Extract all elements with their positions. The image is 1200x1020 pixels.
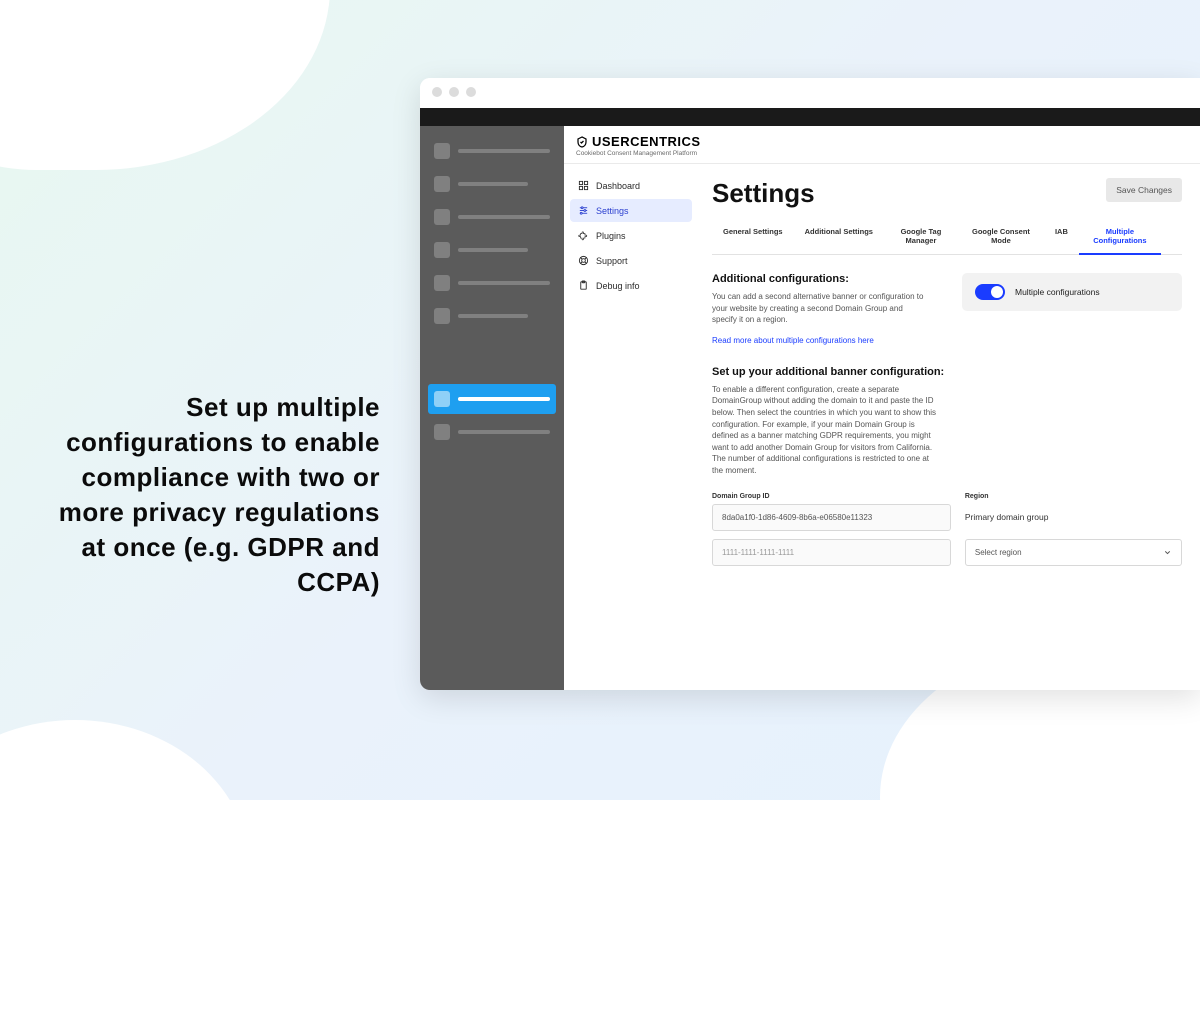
section-title: Additional configurations: — [712, 273, 944, 285]
toggle-card: Multiple configurations — [962, 273, 1182, 311]
tab-multiple-config[interactable]: Multiple Configurations — [1079, 221, 1161, 255]
browser-window: USERCENTRICS Cookiebot Consent Managemen… — [420, 78, 1200, 690]
brand-subtitle: Cookiebot Consent Management Platform — [576, 150, 1188, 157]
bg-blob — [0, 720, 250, 1020]
main-content: Settings Save Changes General Settings A… — [698, 164, 1200, 690]
tab-gcm[interactable]: Google Consent Mode — [958, 221, 1044, 254]
tab-label: Multiple Configurations — [1090, 227, 1150, 245]
sidebar-item-settings[interactable]: Settings — [570, 199, 692, 222]
traffic-dot[interactable] — [449, 87, 459, 97]
select-value: Select region — [975, 548, 1022, 557]
window-controls — [420, 78, 1200, 108]
tabs: General Settings Additional Settings Goo… — [712, 221, 1182, 255]
sidebar-item-debug[interactable]: Debug info — [570, 274, 692, 297]
traffic-dot[interactable] — [466, 87, 476, 97]
read-more-link[interactable]: Read more about multiple configurations … — [712, 336, 874, 345]
sidebar-item-label: Plugins — [596, 231, 626, 241]
toggle-label: Multiple configurations — [1015, 287, 1100, 297]
domain-group-id-label: Domain Group ID — [712, 493, 951, 500]
grid-icon — [578, 180, 589, 191]
puzzle-icon — [578, 230, 589, 241]
sidebar-item-label: Support — [596, 256, 628, 266]
tab-general[interactable]: General Settings — [712, 221, 794, 254]
traffic-dot[interactable] — [432, 87, 442, 97]
tab-gtm[interactable]: Google Tag Manager — [884, 221, 958, 254]
sidebar-item-plugins[interactable]: Plugins — [570, 224, 692, 247]
dark-topbar — [420, 108, 1200, 126]
brand-header: USERCENTRICS Cookiebot Consent Managemen… — [564, 126, 1200, 164]
bg-blob — [0, 0, 330, 170]
sidebar-item-label: Dashboard — [596, 181, 640, 191]
tab-additional[interactable]: Additional Settings — [794, 221, 884, 254]
save-button[interactable]: Save Changes — [1106, 178, 1182, 202]
region-label: Region — [965, 493, 1182, 500]
sidebar-item-dashboard[interactable]: Dashboard — [570, 174, 692, 197]
sidebar-item-label: Debug info — [596, 281, 640, 291]
clipboard-icon — [578, 280, 589, 291]
domain-group-id-input[interactable] — [712, 504, 951, 531]
section-description: You can add a second alternative banner … — [712, 291, 927, 326]
promo-heading: Set up multiple configurations to enable… — [50, 390, 380, 601]
multiple-config-toggle[interactable] — [975, 284, 1005, 300]
tab-iab[interactable]: IAB — [1044, 221, 1079, 254]
brand-name: USERCENTRICS — [592, 134, 701, 149]
domain-group-id-input-2[interactable] — [712, 539, 951, 566]
shield-icon — [576, 136, 588, 148]
region-value: Primary domain group — [965, 504, 1182, 530]
outer-sidebar-placeholder — [420, 126, 564, 690]
tab-label: Google Tag Manager — [895, 227, 947, 245]
sidebar-item-support[interactable]: Support — [570, 249, 692, 272]
tab-label: Google Consent Mode — [969, 227, 1033, 245]
chevron-down-icon — [1163, 548, 1172, 557]
page-title: Settings — [712, 178, 815, 209]
section-description: To enable a different configuration, cre… — [712, 384, 942, 477]
sidebar-item-label: Settings — [596, 206, 629, 216]
app-sidebar: Dashboard Settings Plugins Support — [564, 164, 698, 690]
region-select[interactable]: Select region — [965, 539, 1182, 566]
sliders-icon — [578, 205, 589, 216]
section-title: Set up your additional banner configurat… — [712, 366, 1182, 378]
lifebuoy-icon — [578, 255, 589, 266]
